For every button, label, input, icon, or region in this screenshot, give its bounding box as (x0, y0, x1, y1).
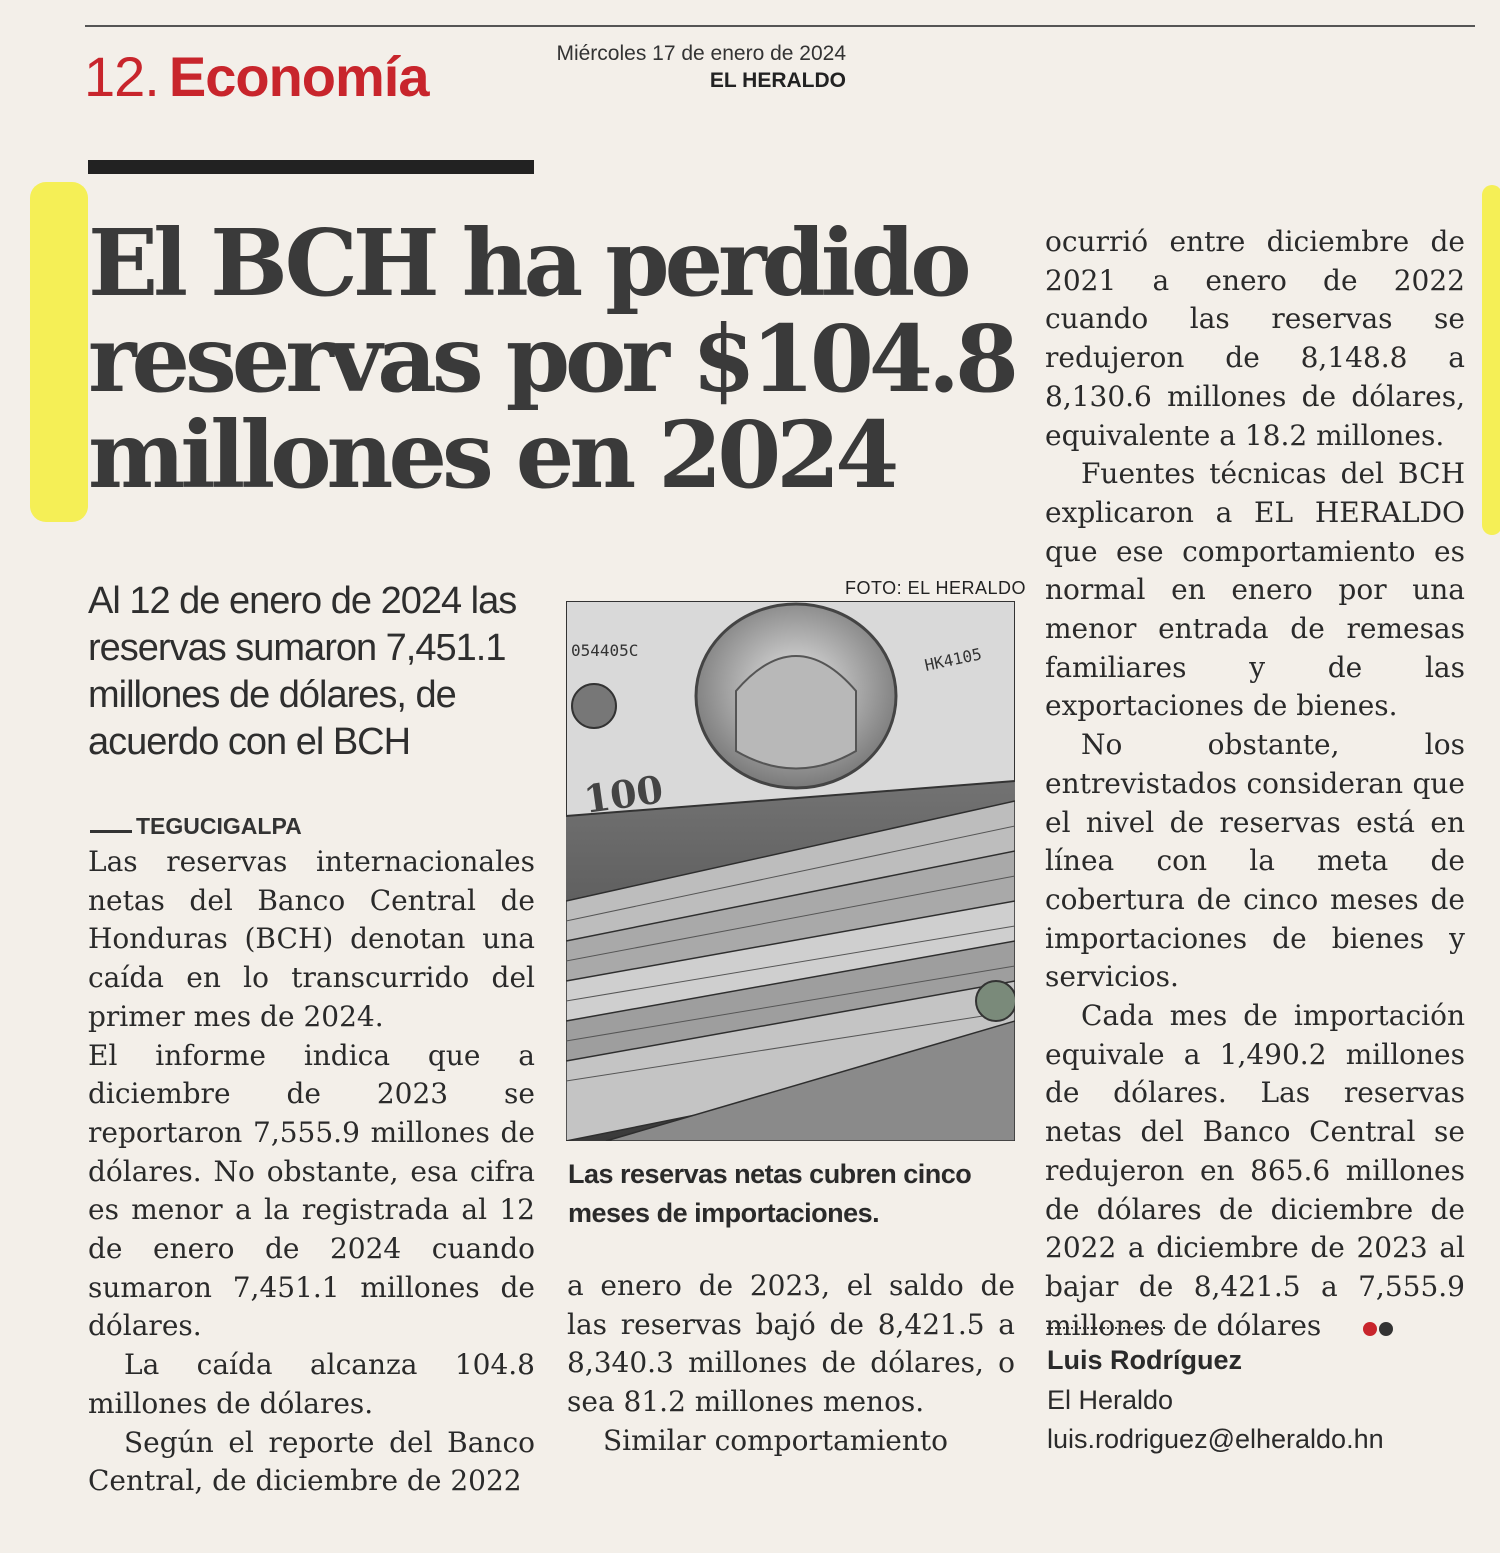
byline-rule (1047, 1327, 1165, 1329)
newspaper-name: EL HERALDO (709, 69, 846, 92)
paragraph: Similar comportamiento (603, 1423, 948, 1457)
paragraph: El informe indica que a diciembre de 202… (88, 1038, 535, 1343)
end-dot-red (1363, 1321, 1378, 1336)
end-dot-black (1379, 1321, 1394, 1336)
article-column-1: Las reservas internacionales netas del B… (88, 843, 535, 1501)
photo-credit: FOTO: EL HERALDO (845, 578, 1027, 598)
end-of-article-dots (1327, 1308, 1395, 1347)
highlighter-mark-left (30, 182, 88, 522)
dateline-text: TEGUCIGALPA (136, 813, 302, 839)
paragraph: ocurrió entre diciembre de 2021 a enero … (1045, 225, 1465, 452)
photo-caption: Las reservas netas cubren cinco meses de… (568, 1159, 972, 1228)
author-organization: El Heraldo (1047, 1385, 1174, 1415)
highlighter-mark-right (1482, 185, 1500, 535)
paragraph: a enero de 2023, el saldo de las reserva… (567, 1269, 1015, 1419)
svg-text:100: 100 (581, 766, 666, 822)
dateline: TEGUCIGALPA (90, 813, 302, 840)
author-name: Luis Rodríguez (1047, 1345, 1242, 1375)
article-column-3: ocurrió entre diciembre de 2021 a enero … (1045, 223, 1465, 1347)
article-column-2: a enero de 2023, el saldo de las reserva… (567, 1267, 1015, 1461)
paragraph-text: Cada mes de importación equivale a 1,490… (1045, 999, 1465, 1342)
subheadline: Al 12 de enero de 2024 las reservas suma… (88, 580, 517, 763)
page-number: 12 (84, 45, 145, 108)
author-email[interactable]: luis.rodriguez@elheraldo.hn (1047, 1424, 1384, 1454)
paragraph: No obstante, los entrevistados considera… (1045, 728, 1465, 994)
top-rule (85, 25, 1475, 27)
svg-text:054405C: 054405C (571, 641, 638, 660)
paragraph: Las reservas internacionales netas del B… (88, 845, 535, 1033)
headline: El BCH ha perdido reservas por $104.8 mi… (88, 209, 1019, 509)
money-photo: 054405C HK4105 100 (566, 601, 1015, 1141)
paragraph: Cada mes de importación equivale a 1,490… (1045, 997, 1465, 1346)
publication-date: Miércoles 17 de enero de 2024 (556, 42, 846, 65)
paragraph: Fuentes técnicas del BCH explicaron a EL… (1045, 457, 1465, 723)
paragraph: La caída alcanza 104.8 millones de dólar… (88, 1348, 535, 1420)
section-name: Economía (168, 45, 430, 108)
paragraph: Según el reporte del Banco Central, de d… (88, 1425, 535, 1498)
headline-bar (88, 160, 534, 174)
page-header: 12. Economía (84, 45, 430, 108)
